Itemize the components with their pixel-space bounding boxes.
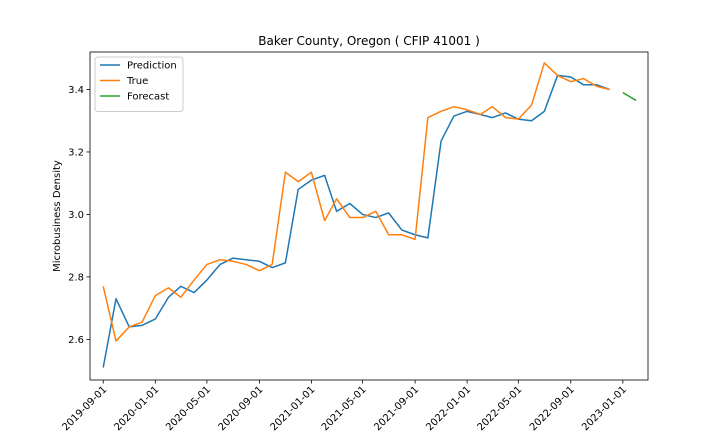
legend-label-true: True [126,76,148,87]
legend-label-forecast: Forecast [127,92,169,103]
chart-title: Baker County, Oregon ( CFIP 41001 ) [258,34,480,48]
y-tick-label: 2.8 [68,272,84,283]
plot-area [89,51,649,381]
legend: Prediction True Forecast [94,56,184,112]
y-tick-label: 3.2 [68,147,84,158]
legend-box [94,56,184,112]
y-tick-label: 3.0 [68,210,84,221]
series-line-true [102,62,610,342]
series-line-forecast [622,91,637,102]
series-layer [102,62,637,368]
axes-frame [89,51,649,381]
y-axis: 2.6 2.8 3.0 3.2 3.4 [68,85,90,346]
y-axis-label: Microbusiness Density [52,160,63,272]
y-tick-label: 2.6 [68,335,84,346]
legend-label-prediction: Prediction [127,61,177,72]
y-tick-label: 3.4 [68,85,84,96]
